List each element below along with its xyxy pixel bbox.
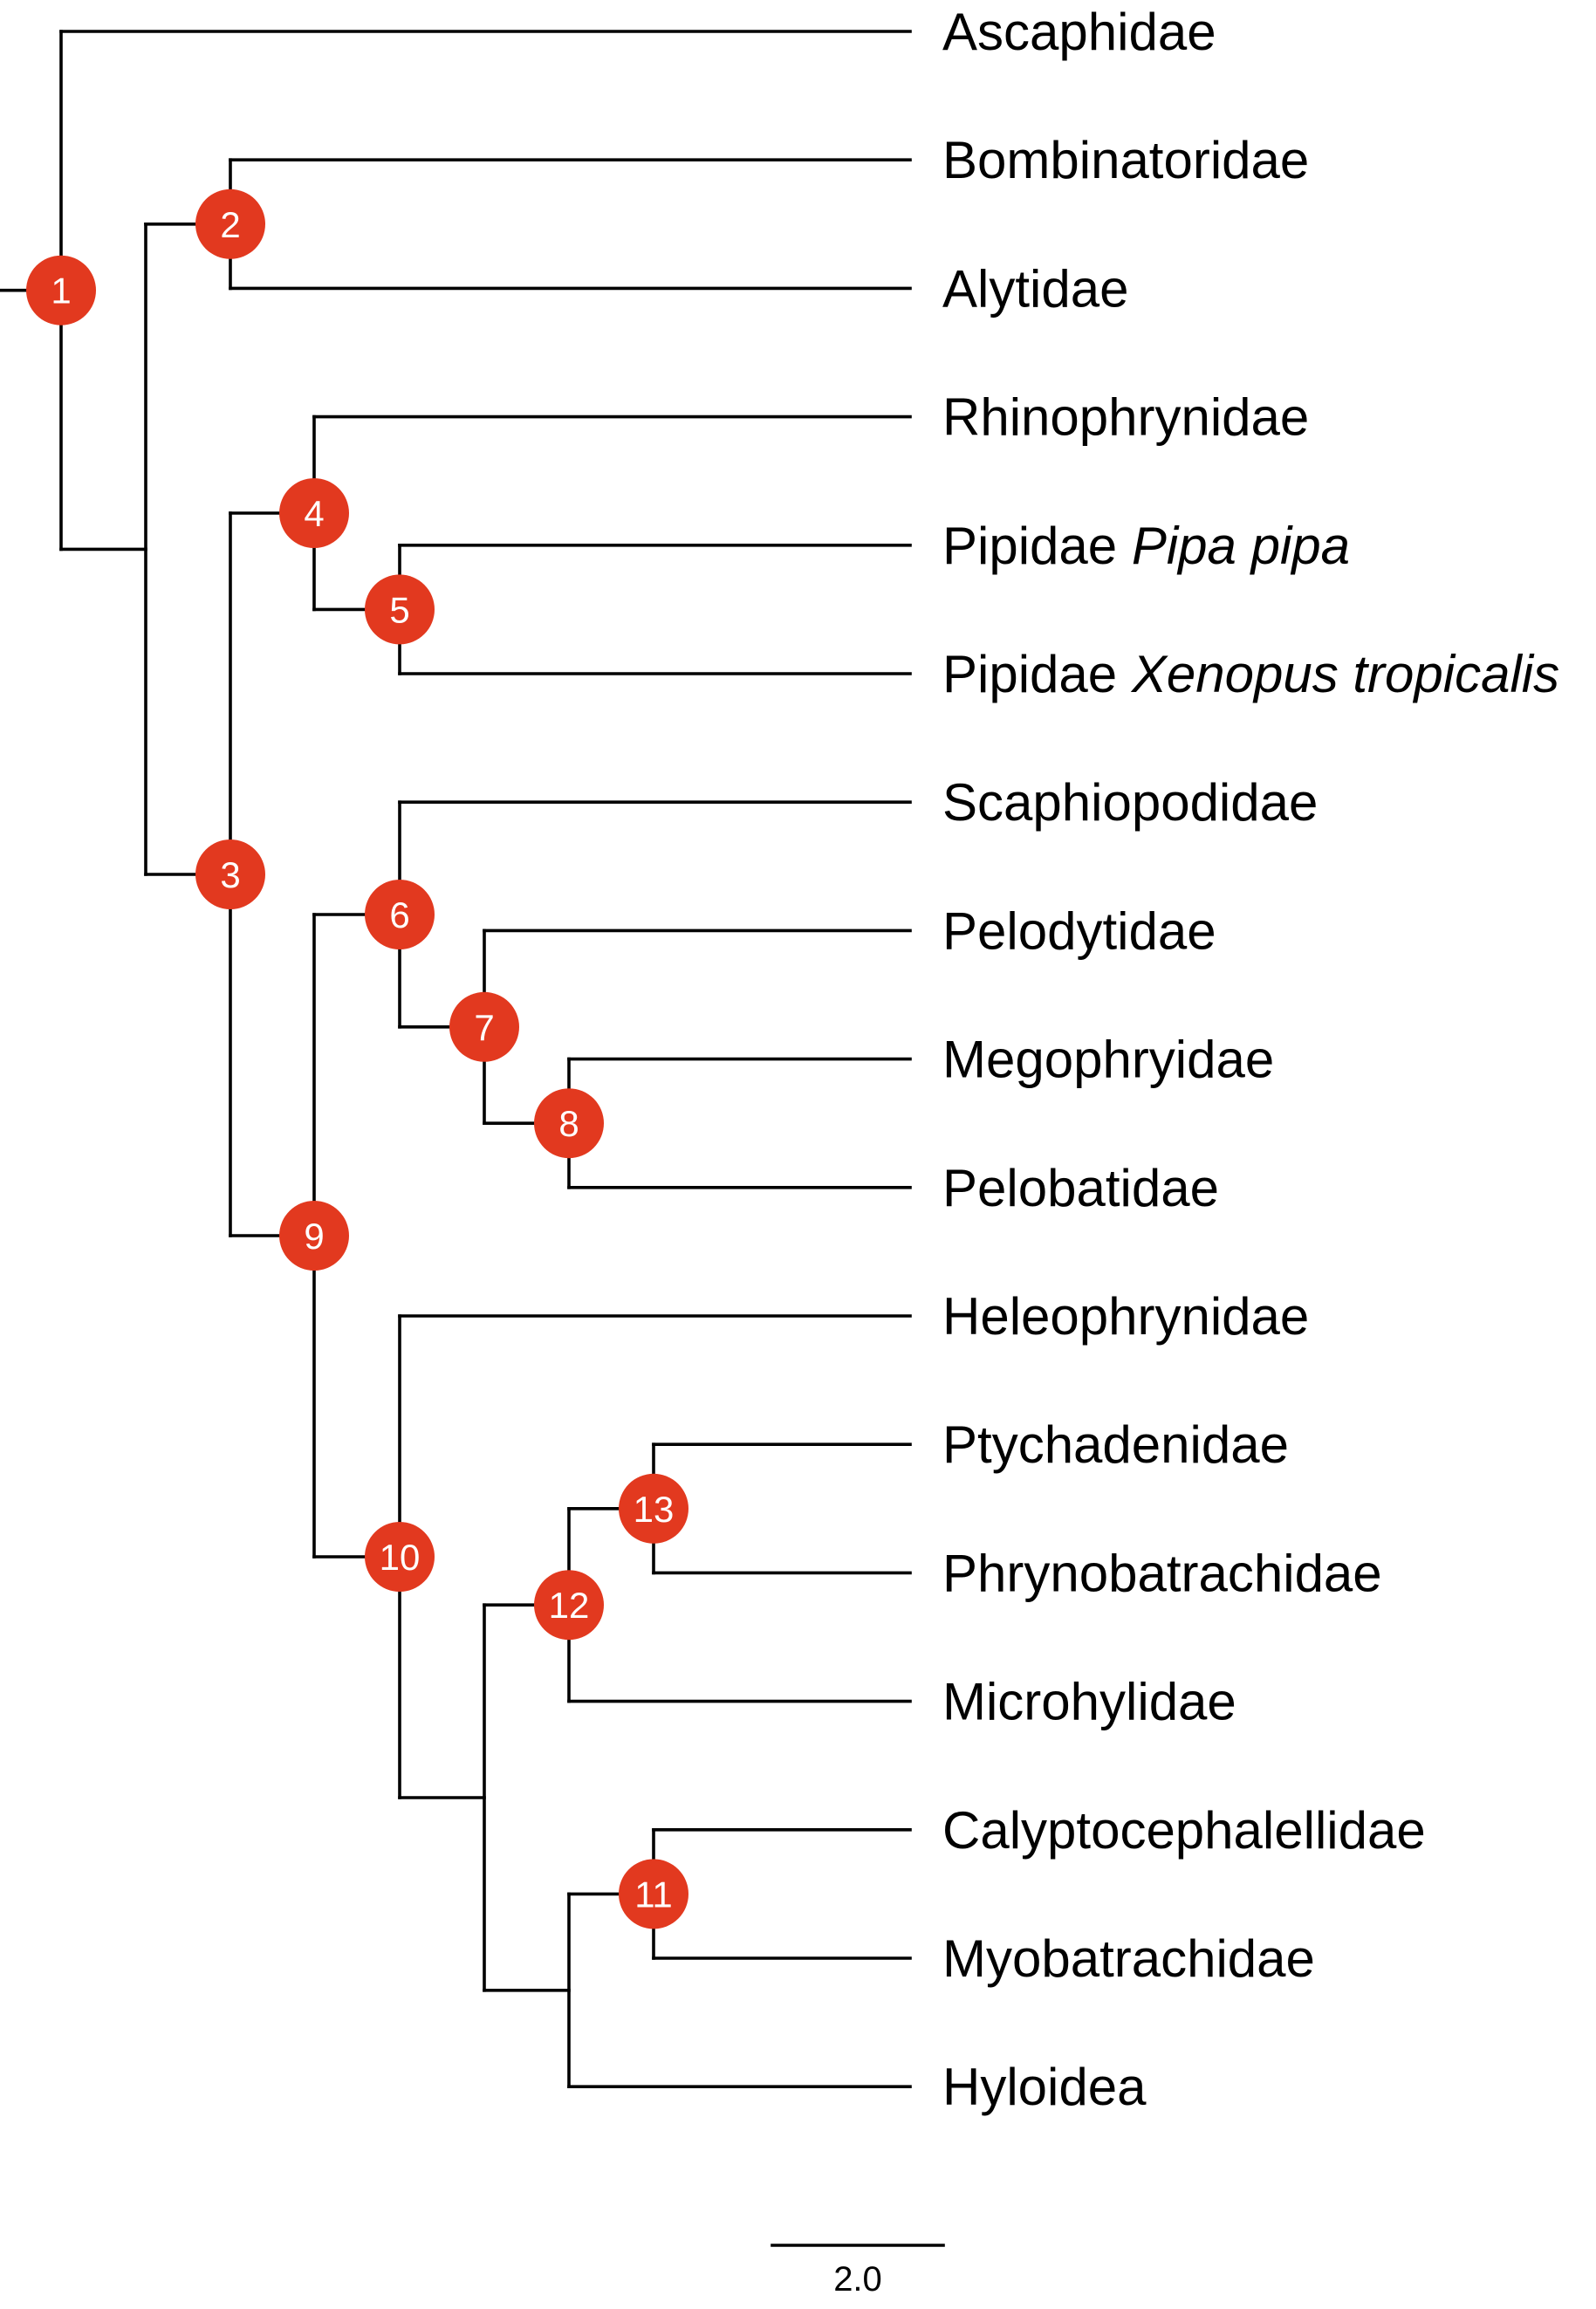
tip-label: Hyloidea: [942, 2058, 1147, 2116]
node-circle: [449, 991, 519, 1062]
node-marker-6: 6: [365, 880, 435, 949]
tree-branches: [0, 30, 912, 2088]
node-circle: [619, 1859, 688, 1929]
node-marker-7: 7: [449, 991, 519, 1062]
tip-label: Bombinatoridae: [942, 131, 1309, 189]
tip-label: Alytidae: [942, 259, 1128, 318]
tip-name: Pelobatidae: [942, 1159, 1219, 1217]
tip-label: Pelodytidae: [942, 901, 1216, 960]
node-circle: [365, 880, 435, 949]
tip-label: Pipidae Xenopus tropicalis: [942, 645, 1559, 703]
tip-name: Pipidae: [942, 645, 1117, 703]
node-circle: [534, 1570, 604, 1641]
node-number: 8: [558, 1103, 579, 1144]
node-number: 1: [51, 271, 71, 312]
node-marker-3: 3: [195, 839, 265, 909]
node-marker-4: 4: [279, 478, 349, 548]
tip-species: Pipa pipa: [1117, 517, 1350, 575]
node-marker-11: 11: [619, 1859, 688, 1929]
tip-label: Calyptocephalellidae: [942, 1801, 1426, 1860]
tip-name: Scaphiopodidae: [942, 773, 1318, 832]
scale-bar-label: 2.0: [833, 2260, 882, 2299]
node-number: 10: [380, 1537, 421, 1578]
tip-name: Heleophrynidae: [942, 1287, 1309, 1346]
node-marker-9: 9: [279, 1201, 349, 1271]
tip-name: Ascaphidae: [942, 3, 1216, 61]
node-number: 5: [389, 589, 409, 630]
node-number: 2: [220, 204, 240, 245]
node-number: 9: [304, 1216, 324, 1257]
node-marker-2: 2: [195, 188, 265, 259]
tip-label: Pipidae Pipa pipa: [942, 517, 1350, 575]
tip-name: Hyloidea: [942, 2058, 1147, 2116]
node-marker-8: 8: [534, 1088, 604, 1159]
tip-label: Heleophrynidae: [942, 1287, 1309, 1346]
node-circle: [279, 478, 349, 548]
tip-name: Alytidae: [942, 259, 1128, 318]
node-marker-10: 10: [365, 1522, 435, 1592]
node-marker-1: 1: [26, 255, 96, 325]
tip-label: Phrynobatrachidae: [942, 1544, 1382, 1602]
tip-species: Xenopus tropicalis: [1117, 645, 1559, 703]
tip-name: Megophryidae: [942, 1031, 1274, 1089]
node-number: 4: [304, 493, 324, 534]
scale-bar: 2.0: [771, 2244, 945, 2299]
node-number: 12: [549, 1585, 590, 1626]
tip-label: Myobatrachidae: [942, 1929, 1315, 1988]
node-circle: [619, 1473, 688, 1544]
node-circle: [195, 839, 265, 909]
tip-name: Pipidae: [942, 517, 1117, 575]
tip-name: Myobatrachidae: [942, 1929, 1315, 1988]
node-marker-12: 12: [534, 1570, 604, 1641]
node-marker-13: 13: [619, 1473, 688, 1544]
node-circle: [279, 1201, 349, 1271]
node-number: 6: [389, 894, 409, 935]
tip-label: Pelobatidae: [942, 1159, 1219, 1217]
node-circle: [195, 188, 265, 259]
tip-name: Microhylidae: [942, 1673, 1236, 1731]
tip-label: Rhinophrynidae: [942, 388, 1309, 447]
node-number: 3: [220, 854, 240, 895]
tip-name: Calyptocephalellidae: [942, 1801, 1426, 1860]
node-marker-5: 5: [365, 574, 435, 645]
tip-name: Bombinatoridae: [942, 131, 1309, 189]
node-number: 11: [634, 1874, 673, 1915]
node-circle: [365, 574, 435, 645]
node-circle: [534, 1088, 604, 1159]
tip-name: Ptychadenidae: [942, 1415, 1289, 1474]
node-circle: [26, 255, 96, 325]
tip-labels: Ascaphidae Bombinatoridae Alytidae Rhinophr…: [942, 3, 1559, 2116]
tip-label: Ascaphidae: [942, 3, 1216, 61]
tip-label: Microhylidae: [942, 1673, 1236, 1731]
tip-name: Pelodytidae: [942, 901, 1216, 960]
node-number: 13: [634, 1489, 675, 1530]
tip-label: Scaphiopodidae: [942, 773, 1318, 832]
node-circle: [365, 1522, 435, 1592]
tip-label: Megophryidae: [942, 1031, 1274, 1089]
node-number: 7: [474, 1007, 494, 1048]
tip-name: Rhinophrynidae: [942, 388, 1309, 447]
tip-label: Ptychadenidae: [942, 1415, 1289, 1474]
tip-name: Phrynobatrachidae: [942, 1544, 1382, 1602]
